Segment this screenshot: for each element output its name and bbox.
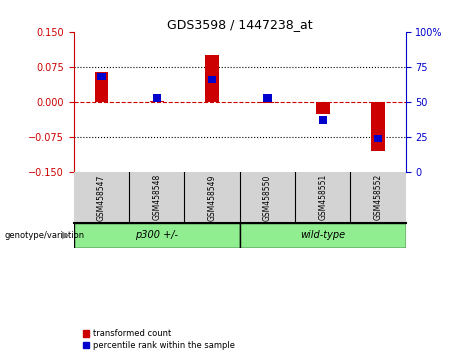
Bar [260, 102, 274, 103]
Bar [319, 116, 327, 124]
Bar [208, 76, 216, 83]
Bar [74, 223, 240, 248]
Bar [153, 94, 161, 102]
Text: wild-type: wild-type [300, 230, 345, 240]
Text: GSM458547: GSM458547 [97, 174, 106, 221]
Text: GSM458551: GSM458551 [318, 174, 327, 221]
Bar [240, 223, 406, 248]
Bar [97, 73, 106, 80]
Text: p300 +/-: p300 +/- [135, 230, 178, 240]
Text: ▶: ▶ [62, 230, 70, 240]
Title: GDS3598 / 1447238_at: GDS3598 / 1447238_at [167, 18, 313, 31]
Text: GSM458550: GSM458550 [263, 174, 272, 221]
Text: GSM458548: GSM458548 [152, 174, 161, 221]
Text: GSM458552: GSM458552 [373, 174, 383, 221]
Text: genotype/variation: genotype/variation [5, 231, 85, 240]
Bar [95, 72, 108, 102]
Bar [150, 101, 164, 102]
Text: GSM458549: GSM458549 [207, 174, 217, 221]
Bar [263, 94, 272, 102]
Legend: transformed count, percentile rank within the sample: transformed count, percentile rank withi… [83, 329, 235, 350]
Bar [371, 102, 385, 151]
Bar [205, 55, 219, 102]
Bar [374, 135, 382, 142]
Bar [316, 102, 330, 114]
